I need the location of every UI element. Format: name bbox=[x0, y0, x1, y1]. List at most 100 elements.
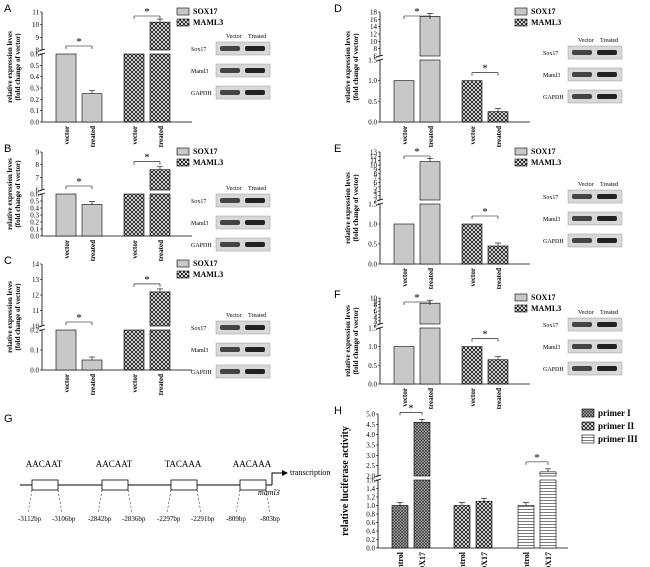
blot-row-label: GAPDH bbox=[543, 367, 564, 373]
tss-arrowhead bbox=[282, 470, 288, 476]
blot-row-label: Maml3 bbox=[543, 73, 560, 79]
blot-strip bbox=[215, 320, 271, 335]
y-tick-label: 7 bbox=[374, 304, 378, 312]
bar bbox=[487, 245, 509, 265]
bar bbox=[123, 53, 145, 123]
panel-letter: G bbox=[4, 413, 13, 425]
bar bbox=[413, 421, 431, 477]
bar bbox=[487, 111, 509, 123]
y-axis-label: relative luciferase activity bbox=[340, 426, 351, 536]
y-tick-label: 0.1 bbox=[30, 107, 39, 115]
x-tick-label: treated bbox=[427, 388, 435, 409]
site-guide bbox=[97, 489, 103, 514]
blot-row-label: Maml3 bbox=[543, 217, 560, 223]
bar bbox=[123, 193, 145, 237]
y-tick-label: 4.5 bbox=[366, 421, 375, 429]
x-tick-label: treated bbox=[157, 240, 165, 261]
blot-strip bbox=[215, 41, 271, 56]
y-axis-label: (fold change of vector) bbox=[14, 160, 22, 228]
y-tick-label: 0.2 bbox=[30, 96, 39, 104]
bar bbox=[487, 359, 509, 385]
x-tick-label: vector bbox=[63, 240, 71, 259]
y-tick-label: 3.0 bbox=[366, 452, 375, 460]
y-tick-label: 8 bbox=[374, 45, 378, 53]
legend-label: MAML3 bbox=[531, 18, 561, 27]
y-tick-label: 14 bbox=[370, 23, 378, 31]
y-tick-label: 9 bbox=[374, 166, 378, 174]
position-label: -3112bp bbox=[18, 515, 42, 523]
blot-strip bbox=[215, 215, 271, 230]
legend-label: SOX17 bbox=[531, 147, 555, 156]
bar bbox=[419, 59, 441, 123]
blot-band bbox=[572, 94, 592, 99]
significance-star: * bbox=[144, 6, 150, 18]
transcription-label: transcription bbox=[290, 468, 330, 477]
significance-star: * bbox=[414, 292, 420, 304]
blot-band bbox=[597, 72, 617, 77]
position-label: -2291bp bbox=[191, 515, 215, 523]
y-tick-label: 0.3 bbox=[30, 212, 39, 220]
y-tick-label: 1.0 bbox=[368, 221, 377, 229]
bar bbox=[123, 329, 145, 371]
bar bbox=[149, 291, 171, 327]
bar bbox=[149, 21, 171, 51]
x-tick-label: vector bbox=[401, 126, 409, 145]
y-tick-label: 5.0 bbox=[366, 411, 375, 419]
panel-letter: A bbox=[4, 3, 12, 15]
blot-row-label: Sox17 bbox=[543, 51, 558, 57]
significance-star: * bbox=[76, 176, 82, 188]
site-guide bbox=[27, 489, 33, 514]
site-guide bbox=[127, 489, 133, 514]
blot-header: Treated bbox=[600, 310, 618, 316]
site-box bbox=[31, 479, 59, 491]
significance-star: * bbox=[144, 152, 150, 164]
bar bbox=[419, 203, 441, 265]
y-tick-label: 6 bbox=[374, 308, 378, 316]
blot-band bbox=[572, 238, 592, 243]
blot-strip bbox=[567, 339, 623, 354]
blot-band bbox=[597, 216, 617, 221]
y-tick-label: 11 bbox=[32, 307, 39, 315]
blot-band bbox=[245, 68, 265, 73]
y-tick-label: 14 bbox=[32, 261, 40, 269]
bar bbox=[55, 53, 77, 123]
blot-row-label: Sox17 bbox=[191, 47, 206, 53]
bar bbox=[149, 169, 171, 191]
blot-band bbox=[220, 325, 240, 330]
blot-strip bbox=[567, 67, 623, 82]
y-tick-label: 3 bbox=[374, 192, 378, 200]
y-tick-label: 1.5 bbox=[368, 325, 377, 333]
x-tick-label: vector bbox=[63, 126, 71, 145]
blot-band bbox=[220, 242, 240, 247]
y-tick-label: 0.0 bbox=[30, 119, 39, 127]
bar bbox=[391, 505, 409, 549]
position-label: -2836bp bbox=[122, 515, 146, 523]
y-tick-label: 13 bbox=[32, 276, 40, 284]
x-tick-label: vector bbox=[469, 126, 477, 145]
y-tick-label: 7 bbox=[374, 175, 378, 183]
y-tick-label: 0.6 bbox=[30, 191, 39, 199]
y-tick-label: 1.0 bbox=[368, 77, 377, 85]
y-tick-label: 0.0 bbox=[366, 545, 375, 553]
site-guide bbox=[57, 489, 63, 514]
blot-header: Vector bbox=[578, 182, 594, 188]
x-tick-label: SOX17 bbox=[480, 552, 489, 567]
blot-header: Vector bbox=[226, 313, 242, 319]
y-tick-label: 10 bbox=[370, 38, 378, 46]
legend-swatch bbox=[581, 434, 595, 444]
legend-swatch bbox=[176, 7, 190, 16]
x-tick-label: vector bbox=[469, 268, 477, 287]
blot-header: Treated bbox=[600, 182, 618, 188]
legend-swatch bbox=[176, 259, 190, 268]
legend-swatch bbox=[581, 421, 595, 431]
bar bbox=[419, 161, 441, 201]
x-tick-label: treated bbox=[157, 126, 165, 147]
y-tick-label: 1.0 bbox=[366, 502, 375, 510]
blot-band bbox=[597, 50, 617, 55]
blot-band bbox=[572, 344, 592, 349]
y-tick-label: 0.5 bbox=[30, 198, 39, 206]
